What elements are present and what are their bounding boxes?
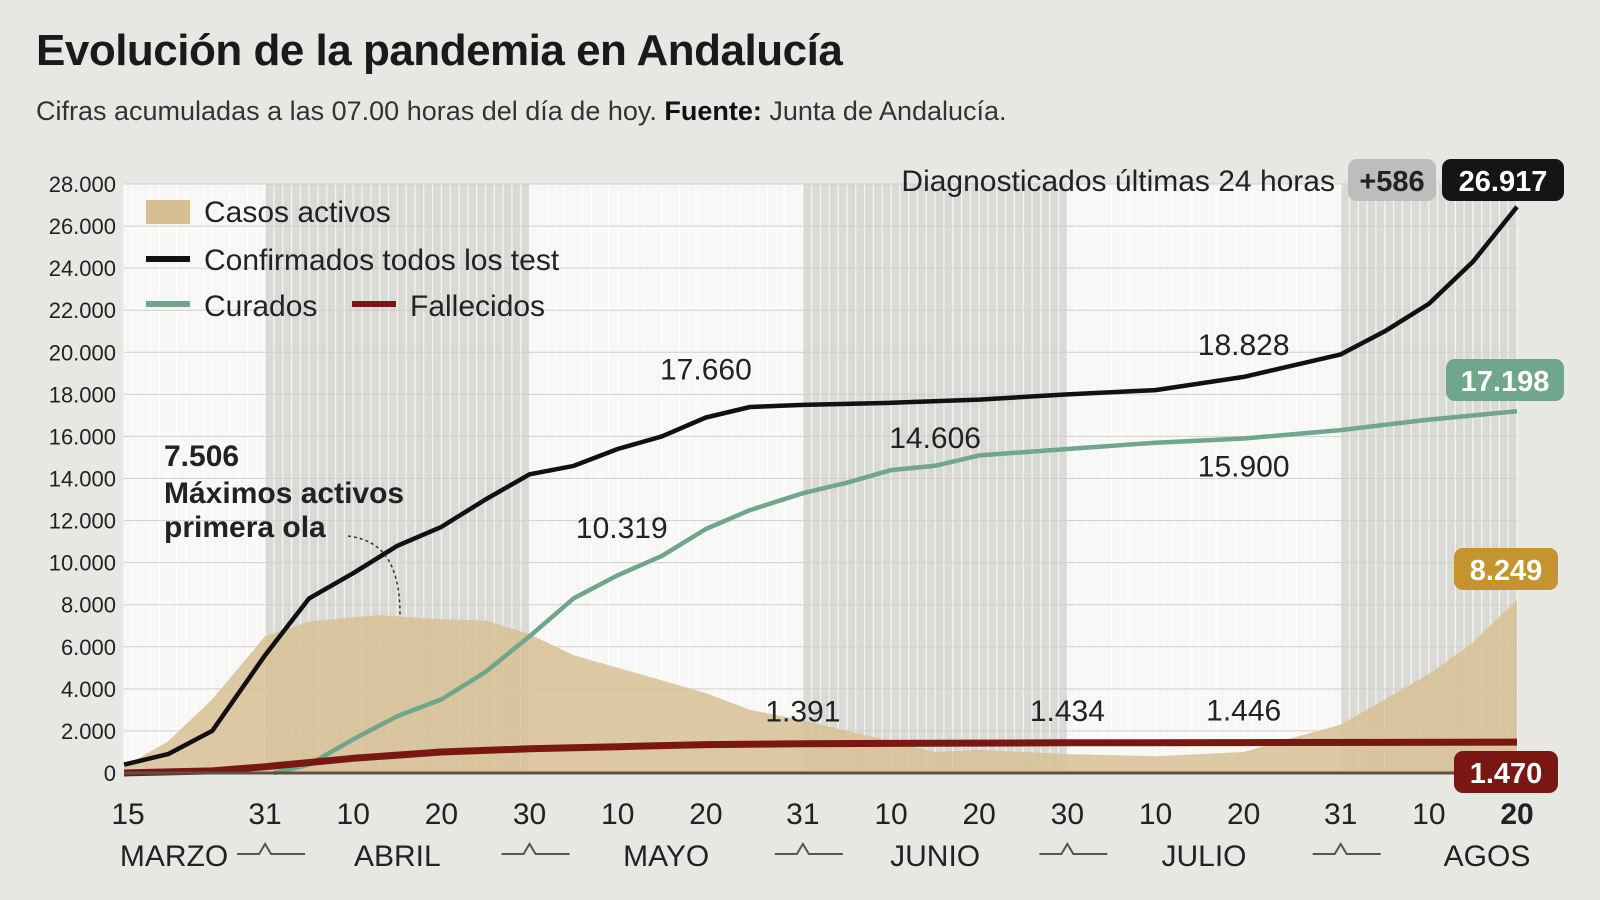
y-tick-label: 18.000 <box>49 382 116 407</box>
x-tick-label: 10 <box>601 798 634 831</box>
x-tick-label: 20 <box>1500 798 1533 831</box>
annotation-label: 1.434 <box>1030 695 1105 728</box>
series-area-casos-activos <box>124 599 1517 773</box>
legend-label: Casos activos <box>204 196 391 229</box>
y-tick-label: 22.000 <box>49 298 116 323</box>
y-tick-label: 24.000 <box>49 256 116 281</box>
x-tick-label: 10 <box>1139 798 1172 831</box>
x-tick-label: 10 <box>874 798 907 831</box>
month-divider <box>1312 842 1381 855</box>
y-tick-label: 10.000 <box>49 551 116 576</box>
series-line-1 <box>123 205 1519 767</box>
annotation-label: 1.446 <box>1206 695 1281 728</box>
x-tick-label: 31 <box>786 798 819 831</box>
x-tick-label: 30 <box>1051 798 1084 831</box>
x-tick-label: 20 <box>425 798 458 831</box>
y-tick-label: 20.000 <box>49 340 116 365</box>
month-divider <box>774 842 843 855</box>
legend-swatch-casos-activos <box>146 200 190 224</box>
legend-label: Confirmados todos los test <box>204 244 560 277</box>
annotation-label: 17.660 <box>660 354 752 387</box>
annotation-label: 18.828 <box>1198 329 1290 362</box>
y-tick-label: 14.000 <box>49 467 116 492</box>
month-label: MAYO <box>623 840 709 873</box>
annotation-label: 1.391 <box>765 696 840 729</box>
subtitle-text: Cifras acumuladas a las 07.00 horas del … <box>36 96 665 126</box>
fallecidos-badge: 1.470 <box>1470 758 1543 790</box>
x-tick-label: 20 <box>963 798 996 831</box>
y-tick-label: 16.000 <box>49 424 116 449</box>
curados-badge: 17.198 <box>1461 366 1550 398</box>
x-tick-label: 15 <box>111 798 144 831</box>
series-line-2 <box>273 408 1518 776</box>
y-tick-label: 28.000 <box>49 172 116 197</box>
x-tick-label: 10 <box>337 798 370 831</box>
month-label: JUNIO <box>890 840 980 873</box>
x-tick-label: 30 <box>513 798 546 831</box>
y-tick-label: 4.000 <box>61 677 116 702</box>
diagnosed-24h-label: Diagnosticados últimas 24 horas <box>901 165 1335 198</box>
chart-title: Evolución de la pandemia en Andalucía <box>36 26 843 75</box>
x-tick-label: 31 <box>1324 798 1357 831</box>
y-tick-label: 0 <box>104 761 116 786</box>
series-line-3 <box>123 738 1518 777</box>
annotation-note-line2: primera ola <box>164 511 326 544</box>
month-label: AGOS <box>1444 840 1531 873</box>
annotation-label: 14.606 <box>889 422 981 455</box>
confirmados-badge: 26.917 <box>1459 166 1548 198</box>
annotation-label: 10.319 <box>576 512 668 545</box>
curados-badge-bg <box>1446 359 1564 401</box>
x-tick-label: 20 <box>1227 798 1260 831</box>
y-tick-label: 12.000 <box>49 509 116 534</box>
activos-badge-bg <box>1454 548 1558 590</box>
annotation-note-line1: Máximos activos <box>164 477 404 510</box>
y-tick-label: 8.000 <box>61 593 116 618</box>
x-tick-label: 20 <box>689 798 722 831</box>
x-tick-label: 10 <box>1412 798 1445 831</box>
month-divider <box>501 842 570 855</box>
annotation-value: 7.506 <box>164 440 239 473</box>
y-tick-label: 2.000 <box>61 719 116 744</box>
y-tick-label: 6.000 <box>61 635 116 660</box>
month-divider <box>1039 842 1108 855</box>
source-text: Junta de Andalucía. <box>761 96 1007 126</box>
month-label: MARZO <box>120 840 228 873</box>
legend-label: Curados <box>204 290 317 323</box>
diagnosed-24h-badge: +586 <box>1359 166 1424 198</box>
month-label: ABRIL <box>354 840 441 873</box>
fallecidos-badge-bg <box>1454 751 1558 793</box>
diagnosed-24h-badge-bg <box>1348 159 1436 201</box>
month-label: JULIO <box>1162 840 1247 873</box>
confirmados-badge-bg <box>1442 159 1564 201</box>
y-tick-label: 26.000 <box>49 214 116 239</box>
chart-subtitle: Cifras acumuladas a las 07.00 horas del … <box>36 96 1007 127</box>
annotation-label: 15.900 <box>1198 451 1290 484</box>
month-divider <box>237 842 306 855</box>
activos-badge: 8.249 <box>1470 555 1543 587</box>
legend-label: Fallecidos <box>410 290 545 323</box>
x-tick-label: 31 <box>248 798 281 831</box>
annotation-leader <box>347 535 401 616</box>
source-label: Fuente: <box>664 96 762 126</box>
